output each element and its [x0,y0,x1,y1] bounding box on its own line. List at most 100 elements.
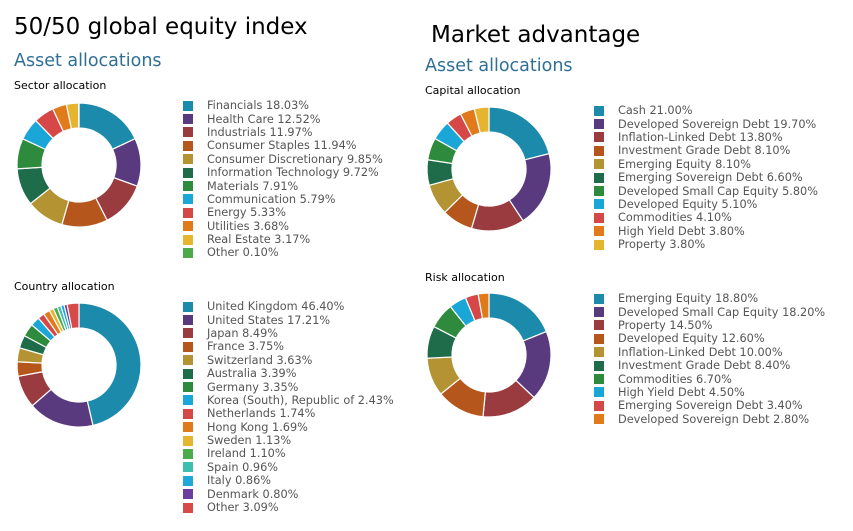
sector-legend-label: Information Technology 9.72% [207,166,379,180]
capital-legend-swatch [594,159,604,170]
sector-legend-item: Real Estate 3.17% [183,233,383,246]
sector-legend-swatch [183,114,193,125]
risk-legend-swatch [594,387,604,398]
country-legend-item: United States 17.21% [183,313,394,327]
capital-legend-swatch [594,212,604,223]
risk-legend-item: Inflation-Linked Debt 10.00% [594,346,825,359]
risk-legend-item: High Yield Debt 4.50% [594,386,825,399]
capital-legend-swatch [594,199,604,210]
country-legend-item: Sweden 1.13% [183,434,394,447]
country-legend-item: France 3.75% [183,340,394,353]
country-legend-swatch [183,475,193,486]
country-legend-item: Ireland 1.10% [183,447,394,460]
risk-legend-label: Emerging Sovereign Debt 3.40% [618,399,803,413]
risk-legend-swatch [594,400,604,411]
country-legend-swatch [183,422,193,433]
sector-legend-label: Other 0.10% [207,246,279,260]
country-legend: United Kingdom 46.40% United States 17.21… [183,300,394,514]
risk-slice-emerging-equity-18-80 [488,292,548,342]
risk-legend-label: Developed Equity 12.60% [618,332,765,346]
sector-legend-swatch [183,127,193,138]
country-legend-label: Australia 3.39% [207,367,297,381]
right-title: Market advantage [431,22,641,48]
sector-legend-label: Materials 7.91% [207,179,299,193]
capital-legend-label: Inflation-Linked Debt 13.80% [618,130,783,144]
country-legend-item: United Kingdom 46.40% [183,300,394,313]
risk-legend-label: Inflation-Linked Debt 10.00% [618,345,783,359]
sector-legend-item: Other 0.10% [183,246,383,259]
sector-legend-label: Industrials 11.97% [207,125,313,139]
country-legend-label: France 3.75% [207,340,285,354]
country-legend-swatch [183,355,193,366]
risk-chart-title: Risk allocation [425,271,505,284]
country-legend-label: Netherlands 1.74% [207,407,316,421]
sector-legend-label: Consumer Discretionary 9.85% [207,152,383,166]
risk-legend-item: Emerging Equity 18.80% [594,292,825,305]
capital-legend-item: High Yield Debt 3.80% [594,225,818,238]
country-legend-item: Japan 8.49% [183,327,394,340]
country-legend-swatch [183,408,193,419]
capital-legend-label: Cash 21.00% [618,104,693,118]
country-legend-item: Other 3.09% [183,501,394,514]
sector-legend-swatch [183,221,193,232]
country-legend-label: Other 3.09% [207,501,279,515]
capital-legend-label: Commodities 4.10% [618,211,732,225]
country-donut-chart [16,302,142,428]
capital-chart-title: Capital allocation [425,84,521,97]
capital-legend-swatch [594,132,604,143]
risk-legend-label: Investment Grade Debt 8.40% [618,359,791,373]
country-legend-label: Korea (South), Republic of 2.43% [207,393,394,407]
right-subtitle: Asset allocations [425,56,573,76]
sector-legend-label: Financials 18.03% [207,99,310,113]
country-legend-label: Ireland 1.10% [207,447,286,461]
capital-legend-label: Property 3.80% [618,238,706,252]
country-legend-swatch [183,382,193,393]
sector-donut-chart [16,102,142,228]
capital-legend-swatch [594,145,604,156]
risk-legend-label: Commodities 6.70% [618,372,732,386]
country-legend-swatch [183,502,193,513]
risk-legend-swatch [594,333,604,344]
country-legend-swatch [183,301,193,312]
capital-legend-item: Emerging Equity 8.10% [594,158,818,171]
country-legend-item: Italy 0.86% [183,474,394,487]
sector-legend-item: Energy 5.33% [183,206,383,219]
risk-legend: Emerging Equity 18.80% Developed Small Ca… [594,292,825,426]
risk-legend-item: Investment Grade Debt 8.40% [594,359,825,372]
capital-legend-label: Developed Equity 5.10% [618,197,758,211]
sector-legend-label: Utilities 3.68% [207,219,289,233]
sector-legend-swatch [183,181,193,192]
risk-legend-item: Developed Equity 12.60% [594,332,825,345]
country-legend-label: Japan 8.49% [207,326,278,340]
capital-legend-swatch [594,239,604,250]
capital-slice-property-3-80 [473,106,490,134]
risk-legend-item: Commodities 6.70% [594,372,825,386]
sector-legend-label: Real Estate 3.17% [207,233,311,247]
capital-legend-label: Developed Small Cap Equity 5.80% [618,184,818,198]
country-legend-label: Denmark 0.80% [207,487,299,501]
capital-legend-swatch [594,119,604,130]
country-legend-label: Spain 0.96% [207,460,279,474]
capital-legend-label: High Yield Debt 3.80% [618,224,745,238]
left-title: 50/50 global equity index [14,14,308,40]
risk-legend-label: Developed Small Cap Equity 18.20% [618,305,826,319]
risk-slice-developed-sovereign-debt-2-80 [477,292,490,320]
capital-legend-swatch [594,105,604,116]
sector-legend-label: Communication 5.79% [207,192,336,206]
risk-legend-swatch [594,360,604,371]
capital-slice-cash-21-00 [488,106,550,161]
country-legend-label: United States 17.21% [207,313,331,327]
capital-legend-item: Investment Grade Debt 8.10% [594,144,818,157]
capital-legend-item: Emerging Sovereign Debt 6.60% [594,171,818,184]
risk-legend-swatch [594,320,604,331]
capital-legend-item: Inflation-Linked Debt 13.80% [594,131,818,144]
country-legend-swatch [183,489,193,500]
risk-legend-swatch [594,414,604,425]
capital-legend-label: Emerging Equity 8.10% [618,157,751,171]
country-legend-item: Spain 0.96% [183,461,394,474]
left-subtitle: Asset allocations [14,51,162,71]
country-chart-title: Country allocation [14,280,115,293]
sector-legend-label: Health Care 12.52% [207,112,321,126]
risk-legend-label: High Yield Debt 4.50% [618,385,745,399]
sector-legend-swatch [183,167,193,178]
